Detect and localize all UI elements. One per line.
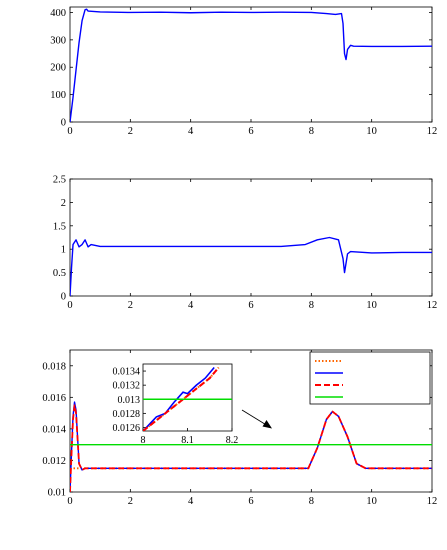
x-tick-label: 12 <box>427 300 438 311</box>
x-tick-label: 4 <box>188 496 194 507</box>
x-tick-label: 8 <box>309 496 314 507</box>
plot-frame <box>69 6 433 123</box>
x-tick-label: 4 <box>188 126 194 137</box>
legend <box>309 351 431 405</box>
inset-y-tick-label: 0.0126 <box>113 423 141 434</box>
inset-x-tick-label: 8.1 <box>181 435 194 446</box>
arrow-shaft <box>241 409 269 427</box>
x-tick-label: 2 <box>128 496 133 507</box>
y-tick-label: 0 <box>61 292 66 303</box>
y-tick-label: 1 <box>61 245 66 256</box>
y-tick-label: 2 <box>61 198 66 209</box>
inset: 8 8.1 8.2 0.0126 0.0128 0.013 0.0132 0.0134 <box>113 363 239 446</box>
x-tick-label: 4 <box>188 300 194 311</box>
y-tick-label: 300 <box>50 35 66 46</box>
x-tick-label: 0 <box>67 126 72 137</box>
x-tick-label: 6 <box>248 300 253 311</box>
x-tick-label: 0 <box>67 300 72 311</box>
panel-a: 0 2 4 6 8 10 12 0 100 200 300 400 <box>50 6 438 137</box>
y-tick-label: 0.012 <box>42 456 66 467</box>
arrow-head <box>262 420 272 429</box>
inset-x-tick-label: 8.2 <box>226 435 239 446</box>
series-line-series-0 <box>70 236 432 296</box>
inset-y-tick-label: 0.0132 <box>113 381 141 392</box>
x-tick-label: 10 <box>366 126 377 137</box>
panel-b: 0 2 4 6 8 10 12 0 0.5 1 1.5 2 2.5 <box>53 175 437 312</box>
panel-c: 0 2 4 6 8 10 12 0.01 0.012 0.014 0.016 0.018 8 8.1 8.… <box>42 349 438 507</box>
plot-frame <box>69 178 433 297</box>
x-tick-label: 2 <box>128 300 133 311</box>
inset-series-line-1 <box>143 367 215 431</box>
y-tick-label: 2.5 <box>53 175 66 186</box>
y-tick-label: 400 <box>50 8 66 19</box>
x-tick-label: 12 <box>427 496 438 507</box>
y-tick-label: 200 <box>50 63 66 74</box>
inset-y-tick-label: 0.0134 <box>113 367 141 378</box>
inset-y-tick-label: 0.0128 <box>113 409 141 420</box>
series-line-torque-actual <box>70 410 432 470</box>
x-tick-label: 10 <box>366 300 377 311</box>
x-tick-label: 8 <box>309 300 314 311</box>
arrow <box>241 409 272 429</box>
inset-series-line-2 <box>143 366 220 431</box>
y-tick-label: 0 <box>61 118 66 129</box>
y-tick-label: 1.5 <box>53 221 66 232</box>
x-tick-label: 10 <box>366 496 377 507</box>
series-line-torque-smoothed <box>70 404 432 492</box>
inset-x-tick-label: 8 <box>141 435 146 446</box>
x-tick-label: 6 <box>248 496 253 507</box>
y-tick-label: 0.5 <box>53 268 66 279</box>
y-tick-label: 0.01 <box>48 488 66 499</box>
x-tick-label: 0 <box>67 496 72 507</box>
inset-frame <box>142 363 233 432</box>
series-line-series-0 <box>70 8 432 122</box>
x-tick-label: 12 <box>427 126 438 137</box>
x-tick-label: 2 <box>128 126 133 137</box>
x-tick-label: 6 <box>248 126 253 137</box>
y-tick-label: 100 <box>50 90 66 101</box>
y-tick-label: 0.014 <box>42 424 66 435</box>
y-tick-label: 0.018 <box>42 361 66 372</box>
y-tick-label: 0.016 <box>42 393 66 404</box>
x-tick-label: 8 <box>309 126 314 137</box>
inset-y-tick-label: 0.013 <box>118 395 141 406</box>
